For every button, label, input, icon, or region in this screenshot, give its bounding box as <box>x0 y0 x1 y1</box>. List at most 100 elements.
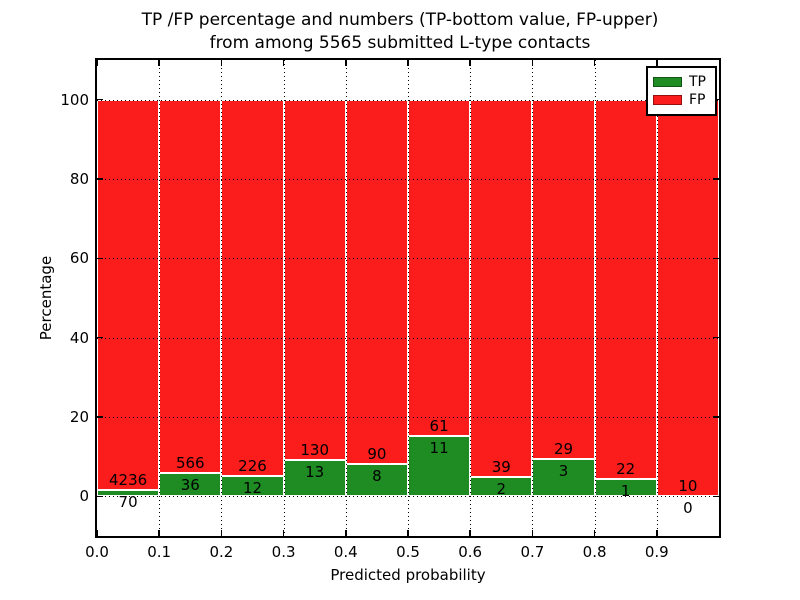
chart-title-line1: TP /FP percentage and numbers (TP-bottom… <box>141 10 659 30</box>
tp-count-label: 13 <box>305 463 325 482</box>
x-tick-mark <box>656 60 658 66</box>
x-tick-mark <box>96 60 98 66</box>
v-gridline <box>594 60 596 536</box>
y-tick-label: 40 <box>69 328 89 347</box>
v-gridline <box>656 60 658 536</box>
bar-segment-fp <box>532 99 595 460</box>
bar-segment-tp <box>408 435 471 497</box>
chart-title-line2: from among 5565 submitted L-type contact… <box>209 33 591 53</box>
x-tick-label: 0.7 <box>520 543 545 561</box>
fp-count-label: 4236 <box>109 470 148 489</box>
x-tick-mark <box>593 60 596 66</box>
y-tick-mark <box>97 416 103 418</box>
v-gridline <box>532 60 534 536</box>
fp-count-label: 10 <box>678 477 698 496</box>
tp-legend-swatch <box>653 77 682 88</box>
x-tick-label: 0.3 <box>271 543 296 561</box>
fp-count-label: 226 <box>238 457 267 476</box>
y-tick-mark <box>97 495 103 498</box>
v-gridline <box>159 60 161 536</box>
bar-segment-fp <box>594 99 657 480</box>
y-tick-mark <box>97 178 103 180</box>
fp-count-label: 90 <box>367 444 387 463</box>
fp-count-label: 39 <box>491 457 511 476</box>
y-tick-mark <box>713 495 719 498</box>
fp-count-label: 22 <box>616 460 636 479</box>
tp-count-label: 11 <box>429 438 449 457</box>
x-tick-mark <box>282 60 285 66</box>
tp-count-label: 70 <box>118 492 138 511</box>
x-tick-mark <box>158 60 160 66</box>
bar-segment-tp <box>97 489 160 497</box>
y-tick-label: 100 <box>60 90 89 109</box>
bar-segment-fp <box>470 99 533 477</box>
tp-count-label: 36 <box>180 475 200 494</box>
bar-segment-tp <box>283 460 346 497</box>
v-gridline <box>345 60 347 536</box>
fp-count-label: 130 <box>300 441 329 460</box>
y-tick-label: 80 <box>69 170 89 188</box>
v-gridline <box>470 60 472 536</box>
tp-count-label: 1 <box>620 482 631 501</box>
x-tick-label: 0.6 <box>458 543 483 561</box>
fp-count-label: 61 <box>429 416 449 435</box>
bar-segment-fp <box>408 99 471 436</box>
x-tick-label: 0.2 <box>209 543 234 561</box>
x-tick-label: 0.8 <box>582 543 607 561</box>
x-tick-mark <box>531 60 534 66</box>
x-tick-mark <box>345 530 347 536</box>
x-tick-mark <box>220 60 223 66</box>
y-tick-mark <box>713 336 719 339</box>
fp-count-label: 29 <box>553 440 574 459</box>
y-tick-label: 60 <box>69 249 89 268</box>
x-tick-mark <box>656 530 658 536</box>
fp-count-label: 566 <box>175 453 205 472</box>
legend-item-tp: TP <box>653 75 710 89</box>
y-tick-mark <box>713 257 719 260</box>
x-tick-mark <box>469 60 471 66</box>
x-tick-label: 0.9 <box>644 543 669 561</box>
x-tick-mark <box>407 530 409 536</box>
y-tick-label: 20 <box>69 408 89 426</box>
x-axis-label: Predicted probability <box>330 566 486 584</box>
bar-segment-fp <box>159 99 222 473</box>
tp-legend-label: TP <box>689 74 706 91</box>
fp-legend-swatch <box>653 94 682 105</box>
x-tick-mark <box>158 530 160 536</box>
x-tick-mark <box>96 530 98 536</box>
bar-segment-fp <box>345 99 408 464</box>
bar-segment-fp <box>283 99 346 461</box>
fp-legend-label: FP <box>689 91 706 108</box>
legend: TP FP <box>646 66 717 116</box>
y-tick-mark <box>97 257 103 260</box>
bar-segment-tp <box>532 459 595 497</box>
v-gridline <box>221 60 223 536</box>
y-tick-mark <box>97 98 103 101</box>
x-tick-mark <box>407 60 409 66</box>
y-tick-mark <box>713 416 719 418</box>
x-tick-mark <box>593 530 596 536</box>
x-tick-label: 0.4 <box>333 543 358 561</box>
tp-count-label: 8 <box>372 466 382 485</box>
v-gridline <box>408 60 409 536</box>
tp-count-label: 12 <box>242 479 263 498</box>
x-tick-mark <box>531 530 534 536</box>
y-tick-mark <box>97 336 103 339</box>
legend-item-fp: FP <box>653 93 710 107</box>
y-tick-mark <box>713 178 719 180</box>
x-tick-mark <box>345 60 347 66</box>
tp-count-label: 0 <box>683 499 693 518</box>
chart-title: TP /FP percentage and numbers (TP-bottom… <box>0 9 800 55</box>
tp-count-label: 3 <box>558 462 569 481</box>
y-tick-label: 0 <box>79 487 89 506</box>
tp-count-label: 2 <box>496 479 507 498</box>
x-tick-mark <box>469 530 471 536</box>
bar-segment-fp <box>656 99 719 497</box>
x-tick-label: 0.1 <box>147 543 172 561</box>
x-tick-mark <box>220 530 223 536</box>
bar-segment-fp <box>221 99 284 477</box>
x-tick-mark <box>282 530 285 536</box>
x-tick-label: 0.0 <box>85 543 109 561</box>
